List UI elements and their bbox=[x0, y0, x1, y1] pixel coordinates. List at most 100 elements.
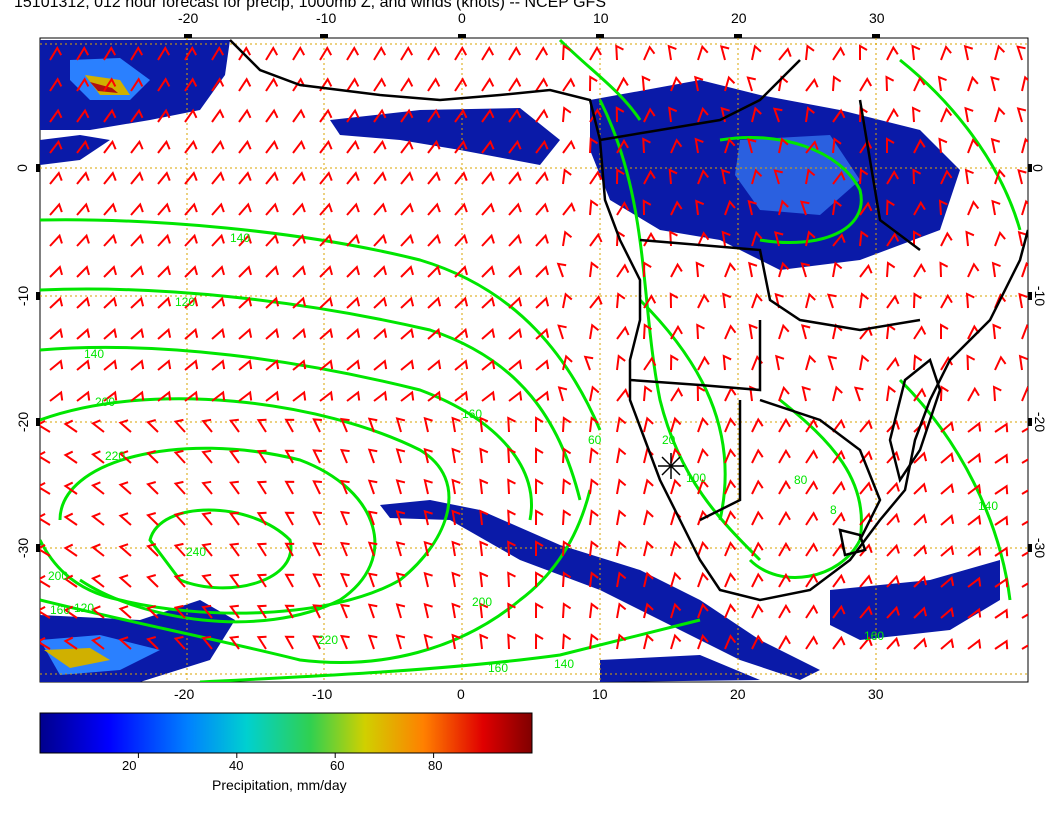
contour-label: 220 bbox=[318, 633, 338, 647]
wind-barb bbox=[772, 107, 783, 123]
wind-barb bbox=[373, 390, 388, 402]
wind-barb bbox=[256, 418, 267, 433]
wind-barb bbox=[722, 354, 732, 371]
wind-barb bbox=[395, 479, 406, 495]
wind-barb bbox=[507, 540, 516, 557]
precip-area bbox=[330, 108, 560, 165]
wind-barb bbox=[103, 327, 118, 340]
wind-barb bbox=[479, 571, 489, 588]
wind-barb bbox=[451, 416, 461, 433]
wind-barb bbox=[724, 634, 737, 650]
wind-barb bbox=[256, 604, 267, 619]
wind-barb bbox=[616, 325, 630, 340]
wind-barb bbox=[427, 108, 441, 123]
wind-barb bbox=[724, 479, 737, 495]
wind-barb bbox=[965, 292, 975, 309]
wind-barb bbox=[859, 605, 873, 619]
wind-barb bbox=[481, 265, 495, 278]
wind-barb bbox=[90, 419, 105, 433]
wind-barb bbox=[312, 635, 322, 650]
wind-barb bbox=[643, 602, 654, 619]
wind-barb bbox=[201, 542, 213, 557]
wind-barb bbox=[63, 450, 78, 464]
lon-tick-bottom: -20 bbox=[174, 686, 195, 702]
wind-barb bbox=[1021, 454, 1028, 464]
wind-barb bbox=[719, 45, 730, 61]
wind-barb bbox=[535, 327, 550, 340]
wind-barb bbox=[90, 512, 105, 526]
contour-line bbox=[40, 287, 582, 501]
wind-barb bbox=[157, 390, 172, 402]
wind-barb bbox=[146, 574, 159, 588]
border-line bbox=[858, 99, 921, 251]
wind-barb bbox=[481, 327, 496, 340]
wind-barb bbox=[562, 571, 572, 588]
wind-barb bbox=[508, 233, 522, 247]
wind-barb bbox=[886, 137, 895, 153]
wind-barb bbox=[778, 385, 790, 402]
wind-barb bbox=[669, 292, 679, 309]
wind-barb bbox=[535, 478, 544, 495]
wind-barb bbox=[859, 292, 869, 309]
wind-barb bbox=[778, 323, 790, 340]
wind-barb bbox=[427, 77, 441, 92]
wind-barb bbox=[697, 633, 709, 650]
wind-barb bbox=[256, 573, 267, 588]
wind-barb bbox=[535, 171, 549, 185]
wind-barb bbox=[238, 233, 252, 247]
wind-barb bbox=[507, 416, 516, 433]
wind-barb bbox=[535, 202, 549, 216]
wind-barb bbox=[508, 171, 522, 185]
colorbar-tick-label: 40 bbox=[229, 758, 244, 773]
wind-barb bbox=[118, 450, 132, 464]
wind-barb bbox=[643, 571, 654, 588]
wind-barb bbox=[991, 261, 1001, 278]
wind-barb bbox=[118, 574, 132, 588]
wind-barb bbox=[778, 137, 789, 154]
wind-barb bbox=[562, 77, 576, 92]
wind-barb bbox=[886, 170, 900, 185]
wind-barb bbox=[643, 356, 657, 371]
contour-label: 200 bbox=[472, 595, 492, 609]
wind-barb bbox=[479, 416, 489, 433]
wind-barb bbox=[751, 541, 764, 557]
wind-barb bbox=[340, 603, 350, 619]
wind-barb bbox=[76, 171, 90, 185]
wind-barb bbox=[49, 139, 63, 154]
wind-barb bbox=[805, 449, 819, 464]
wind-barb bbox=[340, 510, 350, 526]
wind-barb bbox=[562, 633, 572, 650]
wind-barb bbox=[423, 509, 433, 526]
wind-barb bbox=[940, 385, 949, 402]
wind-barb bbox=[724, 137, 736, 154]
wind-barb bbox=[292, 390, 307, 402]
wind-barb bbox=[994, 106, 1006, 123]
wind-barb bbox=[859, 77, 873, 92]
wind-barb bbox=[103, 296, 118, 309]
wind-barb bbox=[967, 576, 982, 588]
wind-barb bbox=[228, 635, 240, 650]
wind-barb bbox=[913, 263, 927, 278]
wind-barb bbox=[400, 77, 414, 92]
wind-barb bbox=[886, 512, 900, 526]
wind-barb bbox=[642, 199, 652, 216]
wind-barb bbox=[535, 447, 544, 464]
wind-barb bbox=[265, 296, 280, 309]
contour-line bbox=[598, 99, 762, 562]
wind-barb bbox=[49, 202, 63, 216]
wind-barb bbox=[832, 137, 842, 154]
map-title: 15101312, 012 hour forecast for precip, … bbox=[14, 0, 606, 11]
wind-barb bbox=[724, 603, 737, 619]
wind-barb bbox=[157, 139, 171, 154]
wind-barb bbox=[562, 230, 573, 247]
contour-line bbox=[899, 58, 1022, 231]
wind-barb bbox=[991, 199, 1001, 216]
wind-barb bbox=[395, 572, 406, 588]
wind-barb bbox=[173, 480, 186, 495]
colorbar-ticks bbox=[137, 753, 435, 758]
wind-barb bbox=[670, 416, 682, 433]
wind-barb bbox=[643, 261, 652, 278]
wind-barb bbox=[319, 296, 334, 309]
wind-barb bbox=[967, 200, 980, 216]
wind-barb bbox=[859, 263, 873, 278]
